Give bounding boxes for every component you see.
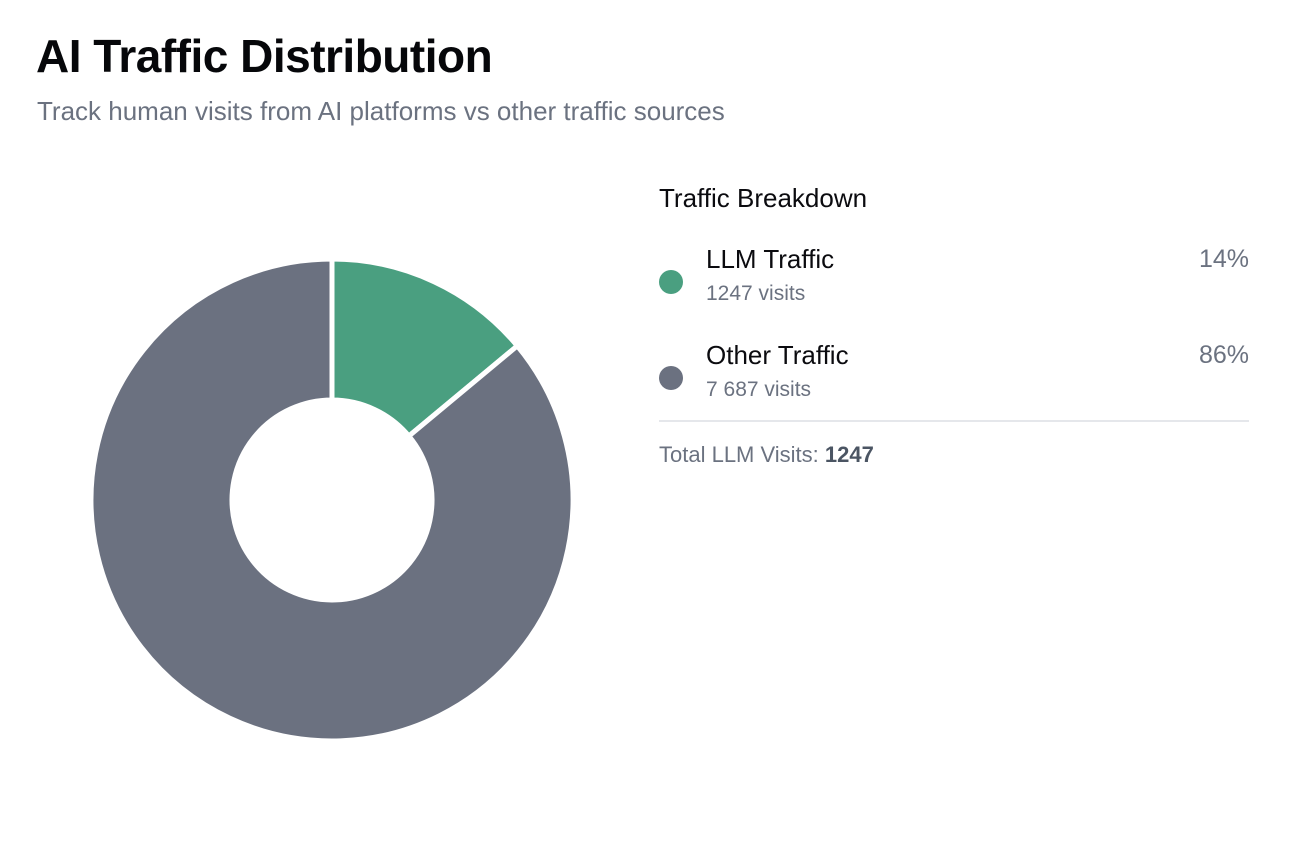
- llm-traffic-label: LLM Traffic: [706, 244, 835, 274]
- llm-traffic-percent: 14%: [1198, 245, 1249, 273]
- llm-traffic-slice: [329, 256, 520, 439]
- other-traffic-percent: 86%: [1198, 341, 1249, 369]
- other-traffic-label: Other Traffic: [706, 340, 849, 370]
- total-llm-visits-value: 1247: [824, 442, 874, 467]
- traffic-breakdown-title: Traffic Breakdown: [659, 183, 868, 213]
- other-traffic-slice: [88, 256, 576, 744]
- other-traffic-color-dot: [659, 366, 683, 390]
- total-llm-visits-label: Total LLM Visits:: [659, 442, 819, 467]
- other-traffic-visits: 7 687 visits: [706, 378, 812, 401]
- traffic-breakdown-panel: Traffic Breakdown LLM Traffic 1247 visit…: [659, 178, 1249, 470]
- legend-item-other-traffic: Other Traffic 7 687 visits 86%: [659, 338, 1249, 434]
- traffic-donut-chart: [60, 228, 604, 772]
- page-title: AI Traffic Distribution: [36, 30, 493, 82]
- donut-chart-svg: [88, 256, 576, 744]
- total-llm-visits-row: Total LLM Visits: 1247: [659, 440, 1249, 470]
- traffic-legend-list: LLM Traffic 1247 visits 14% Other Traffi…: [659, 242, 1249, 434]
- legend-item-llm-traffic: LLM Traffic 1247 visits 14%: [659, 242, 1249, 338]
- llm-traffic-visits: 1247 visits: [706, 282, 806, 305]
- legend-divider: [659, 420, 1249, 422]
- page-subtitle: Track human visits from AI platforms vs …: [37, 96, 725, 126]
- llm-traffic-color-dot: [659, 270, 683, 294]
